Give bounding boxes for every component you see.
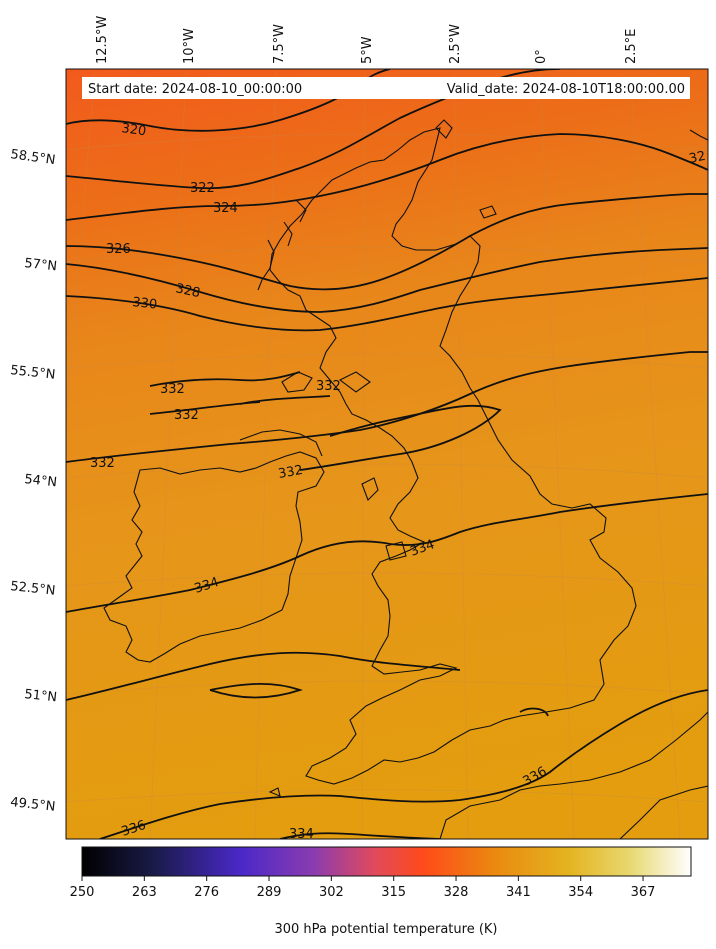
map-frame — [65, 68, 709, 840]
coastline-hebrides — [257, 199, 307, 291]
contour-328 — [66, 247, 708, 313]
contour-336 — [66, 651, 708, 839]
longitude-labels: 12.5°W 10°W 7.5°W 5°W 2.5°W 0° 2.5°E — [95, 16, 639, 64]
colorbar-tick-label: 302 — [319, 885, 344, 900]
lon-label: 5°W — [360, 36, 375, 64]
contour-332-c — [299, 404, 502, 471]
lat-label: 51°N — [24, 687, 58, 705]
coastline-france — [439, 711, 708, 839]
colorbar-tick-label: 367 — [631, 885, 656, 900]
lat-label: 52.5°N — [10, 579, 56, 599]
contour-332-a — [66, 351, 708, 463]
contour-label: 324 — [213, 201, 238, 216]
contour-label: 336 — [120, 818, 148, 840]
contour-334-a — [66, 493, 708, 613]
coastline-isle-of-man — [361, 477, 379, 501]
contour-label: 332 — [174, 408, 199, 423]
contour-label: 32 — [688, 149, 707, 167]
lat-label: 49.5°N — [10, 795, 56, 815]
lon-label: 12.5°W — [95, 16, 110, 64]
colorbar-tick-label: 263 — [132, 885, 157, 900]
coastline-great-britain — [269, 127, 637, 785]
latitude-labels: 58.5°N 57°N 55.5°N 54°N 52.5°N 51°N 49.5… — [9, 147, 57, 815]
date-banner — [82, 77, 690, 99]
contour-334-b — [279, 832, 441, 839]
colorbar: 250 263 276 289 302 315 328 341 354 367 300 hPa p… — [70, 846, 692, 937]
coastlines — [103, 119, 708, 839]
colorbar-ticks: 250 263 276 289 302 315 328 341 354 367 — [70, 876, 656, 900]
colorbar-tick-label: 354 — [568, 885, 593, 900]
contour-label: 326 — [106, 242, 131, 257]
contour-label: 322 — [190, 181, 215, 196]
contour-326 — [66, 193, 708, 291]
contour-330 — [66, 277, 708, 332]
valid-date: Valid_date: 2024-08-10T18:00:00.00 — [447, 82, 685, 97]
map-panel: 320 322 324 326 328 330 332 332 332 332 … — [65, 68, 709, 842]
contour-labels: 320 322 324 326 328 330 332 332 332 332 … — [90, 121, 707, 842]
colorbar-tick-label: 289 — [257, 885, 282, 900]
colorbar-tick-label: 250 — [70, 885, 95, 900]
lat-label: 55.5°N — [10, 363, 56, 383]
contour-label: 332 — [277, 463, 304, 482]
contour-324 — [66, 133, 708, 221]
colorbar-tick-label: 328 — [444, 885, 469, 900]
lon-label: 10°W — [182, 28, 197, 64]
colorbar-tick-label: 315 — [381, 885, 406, 900]
contour-label: 332 — [90, 456, 115, 471]
start-date: Start date: 2024-08-10_00:00:00 — [88, 82, 302, 97]
contour-label: 330 — [132, 295, 158, 313]
colorbar-label: 300 hPa potential temperature (K) — [274, 922, 497, 937]
colorbar-tick-label: 276 — [194, 885, 219, 900]
contour-label: 334 — [289, 827, 314, 842]
contour-lines — [66, 69, 708, 839]
contour-332-b — [149, 371, 331, 415]
lat-label: 58.5°N — [9, 147, 56, 168]
coastline-ireland — [103, 451, 325, 663]
graticule — [66, 69, 708, 839]
contour-label: 332 — [160, 382, 185, 397]
colorbar-tick-label: 341 — [506, 885, 531, 900]
lat-label: 57°N — [24, 256, 58, 274]
lon-label: 0° — [534, 49, 549, 64]
lon-label: 7.5°W — [272, 24, 287, 64]
lat-label: 54°N — [24, 472, 58, 490]
contour-label: 328 — [174, 281, 201, 301]
lon-label: 2.5°W — [448, 24, 463, 64]
lon-label: 2.5°E — [624, 29, 639, 64]
contour-label: 320 — [120, 121, 147, 139]
colorbar-gradient — [81, 846, 692, 877]
contour-label: 332 — [316, 379, 341, 394]
contour-label: 334 — [193, 575, 221, 597]
potential-temperature-field — [66, 69, 708, 839]
